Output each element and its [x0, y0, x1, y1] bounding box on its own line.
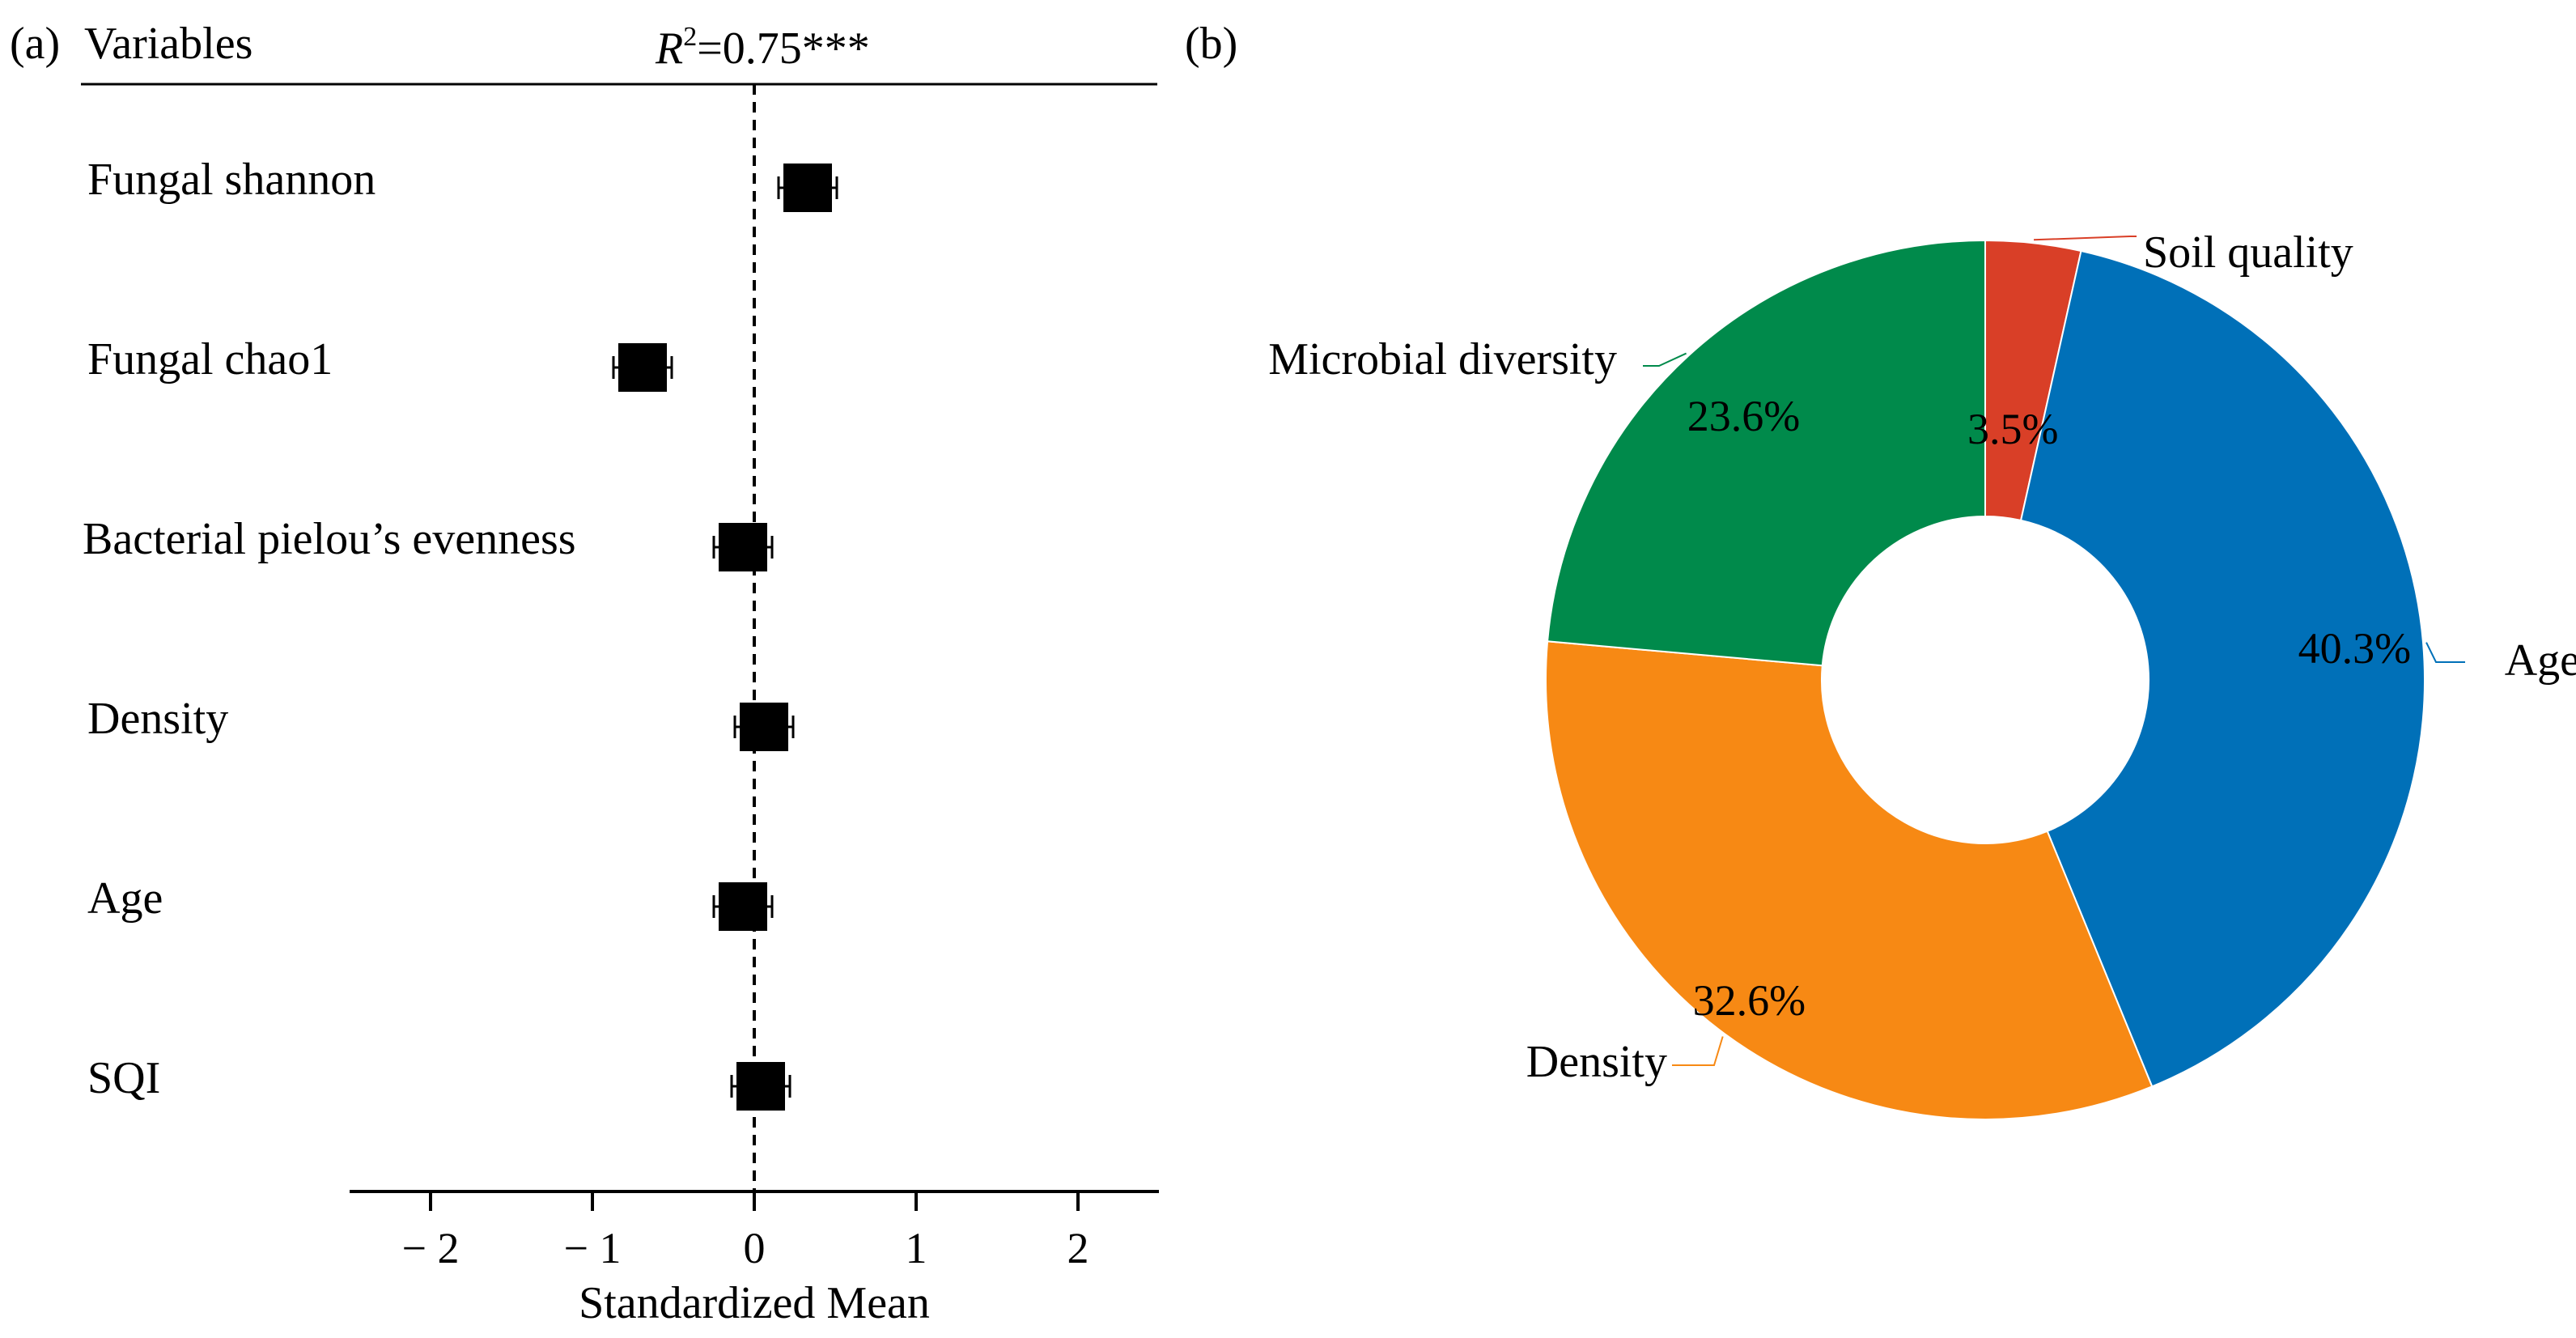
r2-annotation: R2=0.75***: [655, 22, 870, 74]
variable-row: SQI: [87, 1053, 791, 1111]
slice-leader-line: [2425, 642, 2465, 663]
x-tick-label: 0: [744, 1224, 766, 1272]
variable-row: Fungal chao1: [87, 334, 673, 392]
slice-name-labels: Soil quality Age Density Microbial diversit…: [1268, 227, 2576, 1087]
slice-name-label: Soil quality: [2143, 227, 2353, 278]
mean-marker: [719, 523, 767, 571]
mean-marker: [618, 343, 667, 392]
mean-marker: [740, 703, 788, 751]
donut-slice: [2019, 249, 2425, 1088]
variables-header: Variables: [84, 19, 253, 69]
slice-name-label: Age: [2505, 635, 2576, 686]
mean-marker: [719, 882, 767, 931]
r2-value: =0.75***: [697, 23, 870, 74]
mean-marker: [783, 164, 832, 212]
variable-name: Age: [87, 873, 163, 924]
slice-leader-line: [1672, 1036, 1724, 1066]
slice-percent-label: 32.6%: [1693, 976, 1806, 1025]
donut-slice: [1547, 239, 1986, 667]
panel-a-label: (a): [10, 19, 60, 69]
variable-rows: Fungal shannon Fungal chao1 Bacterial piel…: [83, 155, 838, 1111]
donut-chart-panel: (b) 3.5% 40.3% 32.6% 23.6% Soil quality Age D…: [1185, 19, 2576, 1121]
x-tick-label: 2: [1067, 1224, 1089, 1272]
x-tick-label: 1: [906, 1224, 927, 1272]
slice-name-label: Microbial diversity: [1268, 334, 1617, 384]
variable-row: Fungal shannon: [87, 155, 838, 212]
slice-percent-labels: 3.5% 40.3% 32.6% 23.6%: [1687, 392, 2411, 1025]
x-tick-label: − 1: [564, 1224, 622, 1272]
slice-leader-line: [2033, 236, 2137, 241]
mean-marker: [736, 1062, 785, 1111]
variable-row: Bacterial pielou’s evenness: [83, 514, 774, 571]
variable-name: SQI: [87, 1053, 160, 1103]
slice-leader-line: [1643, 352, 1687, 367]
variable-name: Fungal shannon: [87, 155, 376, 205]
donut-slice: [1545, 640, 2154, 1121]
r2-superscript: 2: [683, 22, 697, 52]
variable-name: Density: [87, 694, 228, 744]
x-tick-label: − 2: [402, 1224, 460, 1272]
x-axis-label: Standardized Mean: [579, 1278, 930, 1328]
variable-row: Age: [87, 873, 774, 931]
donut-slices: [1545, 239, 2425, 1121]
slice-leader-lines: [1643, 236, 2465, 1066]
variable-name: Fungal chao1: [87, 334, 333, 384]
slice-percent-label: 40.3%: [2298, 624, 2411, 673]
slice-percent-label: 23.6%: [1687, 392, 1800, 440]
x-axis-ticks: − 2 − 1 0 1 2: [402, 1191, 1089, 1272]
slice-percent-label: 3.5%: [1967, 405, 2058, 453]
variable-row: Density: [87, 694, 795, 751]
panel-b-label: (b): [1185, 19, 1237, 69]
slice-name-label: Density: [1526, 1037, 1667, 1087]
r2-symbol: R: [655, 23, 683, 74]
variable-name: Bacterial pielou’s evenness: [83, 514, 576, 564]
